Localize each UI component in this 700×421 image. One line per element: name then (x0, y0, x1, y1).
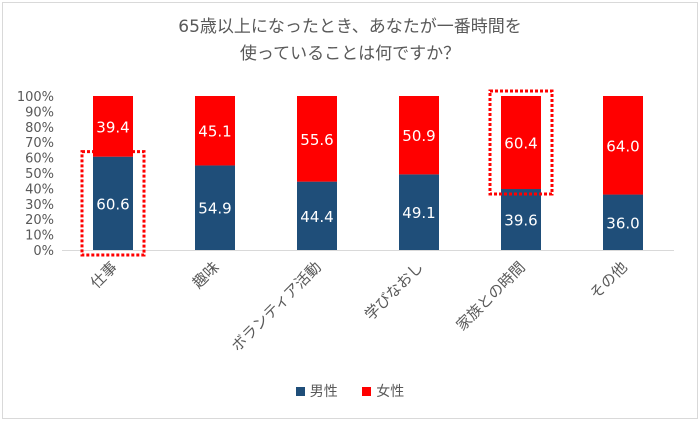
y-tick-label: 30% (25, 198, 54, 213)
data-label: 39.6 (504, 212, 537, 230)
y-tick-label: 40% (25, 182, 54, 197)
x-tick-label: 家族との時間 (453, 258, 529, 334)
data-label: 54.9 (198, 200, 231, 218)
legend-label-male: 男性 (309, 384, 338, 400)
bar-male (93, 156, 133, 250)
data-label: 44.4 (300, 208, 333, 226)
y-tick-label: 60% (25, 152, 54, 167)
legend-swatch-male (295, 386, 305, 396)
y-tick-label: 70% (25, 136, 54, 151)
y-tick-label: 80% (25, 121, 54, 136)
y-tick-label: 0% (33, 244, 54, 259)
data-label: 55.6 (300, 131, 333, 149)
data-label: 39.4 (96, 118, 129, 136)
y-tick-label: 10% (25, 229, 54, 244)
x-tick-label: 趣味 (189, 258, 223, 292)
data-label: 50.9 (402, 127, 435, 145)
bar-male (195, 165, 235, 250)
bar-male (603, 194, 643, 250)
bar-male (399, 174, 439, 250)
bar-female (603, 96, 643, 195)
data-label: 64.0 (606, 137, 639, 155)
bar-male (297, 181, 337, 250)
legend: 男性 女性 (0, 381, 700, 401)
chart-title: 65歳以上になったとき、あなたが一番時間を 使っていることは何ですか？ (0, 14, 700, 68)
data-label: 60.6 (96, 195, 129, 213)
y-tick-label: 20% (25, 213, 54, 228)
x-tick-label: 仕事 (87, 258, 121, 292)
data-label: 45.1 (198, 123, 231, 141)
bar-female (93, 96, 133, 157)
data-label: 49.1 (402, 204, 435, 222)
chart-title-line-1: 65歳以上になったとき、あなたが一番時間を (178, 17, 522, 37)
legend-swatch-female (362, 386, 372, 396)
legend-item-male: 男性 (295, 381, 338, 401)
y-tick-label: 90% (25, 105, 54, 120)
bar-female (297, 96, 337, 182)
bar-female (195, 96, 235, 166)
data-label: 60.4 (504, 135, 537, 153)
data-label: 36.0 (606, 214, 639, 232)
x-tick-label: ボランティア活動 (228, 258, 325, 355)
chart-title-line-2: 使っていることは何ですか？ (239, 44, 461, 64)
y-tick-label: 50% (25, 167, 54, 182)
y-tick-label: 100% (17, 90, 54, 105)
legend-label-female: 女性 (376, 384, 405, 400)
x-tick-label: その他 (586, 258, 631, 303)
x-tick-label: 学びなおし (361, 258, 427, 324)
bar-female (501, 96, 541, 190)
bar-male (501, 189, 541, 250)
legend-item-female: 女性 (362, 381, 404, 401)
bar-female (399, 96, 439, 175)
highlight-box (488, 89, 554, 196)
